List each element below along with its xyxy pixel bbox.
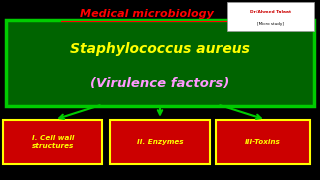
Text: Staphylococcus aureus: Staphylococcus aureus bbox=[70, 42, 250, 56]
Text: I. Cell wall
structures: I. Cell wall structures bbox=[32, 135, 74, 148]
Text: II. Enzymes: II. Enzymes bbox=[137, 139, 183, 145]
FancyBboxPatch shape bbox=[3, 120, 102, 164]
Text: Dr/Ahmed Talaat: Dr/Ahmed Talaat bbox=[250, 10, 291, 14]
FancyBboxPatch shape bbox=[110, 120, 210, 164]
FancyBboxPatch shape bbox=[227, 2, 314, 31]
Text: Medical microbiology: Medical microbiology bbox=[80, 8, 214, 19]
Text: (Virulence factors): (Virulence factors) bbox=[90, 77, 230, 90]
Text: III-Toxins: III-Toxins bbox=[245, 139, 281, 145]
FancyBboxPatch shape bbox=[216, 120, 310, 164]
Text: [Micro study]: [Micro study] bbox=[257, 22, 284, 26]
FancyBboxPatch shape bbox=[6, 20, 314, 106]
